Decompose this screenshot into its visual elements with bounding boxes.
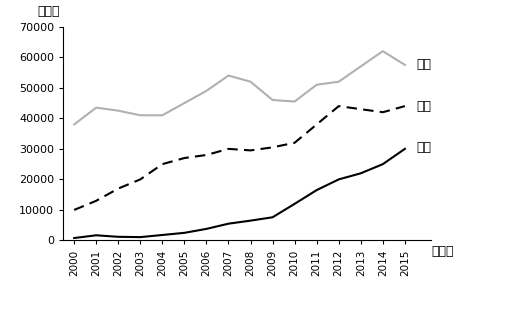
Text: （件）: （件） — [37, 5, 60, 18]
Text: 米国: 米国 — [416, 58, 431, 71]
Text: 中国: 中国 — [416, 141, 431, 154]
Text: 日本: 日本 — [416, 100, 431, 113]
Text: （年）: （年） — [431, 245, 454, 258]
